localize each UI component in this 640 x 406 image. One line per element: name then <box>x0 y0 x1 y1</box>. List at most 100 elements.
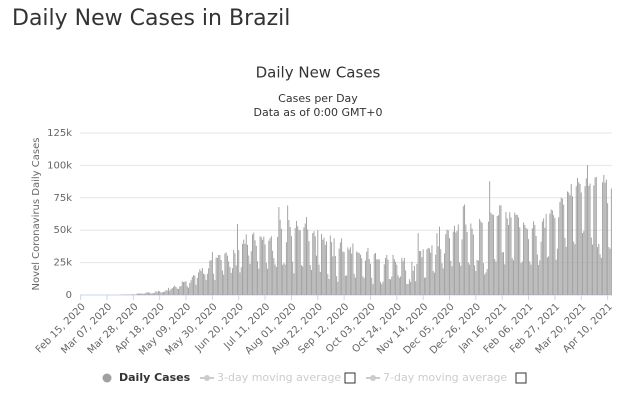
bar <box>467 232 468 295</box>
bar <box>404 258 405 295</box>
bar <box>178 289 179 295</box>
bar <box>255 240 256 295</box>
bar <box>485 273 486 295</box>
bar <box>531 265 532 295</box>
bar <box>611 188 612 295</box>
bar <box>511 217 512 295</box>
bar <box>425 277 426 295</box>
bar <box>207 274 208 295</box>
bar <box>597 247 598 295</box>
bar <box>263 237 264 295</box>
bar <box>389 279 390 295</box>
bar <box>275 265 276 295</box>
bar <box>391 277 392 295</box>
bar <box>396 265 397 295</box>
bar <box>197 278 198 295</box>
bar <box>426 249 427 295</box>
bar <box>349 250 350 295</box>
bar <box>409 279 410 295</box>
bar <box>498 215 499 295</box>
bar <box>553 215 554 295</box>
legend-checkbox[interactable] <box>516 373 526 383</box>
bar <box>503 252 504 295</box>
bar <box>202 268 203 295</box>
bar <box>395 262 396 295</box>
bar <box>201 271 202 295</box>
bar <box>365 260 366 295</box>
bar <box>194 276 195 295</box>
bar <box>512 258 513 295</box>
bar <box>529 261 530 295</box>
page-title: Daily New Cases in Brazil <box>12 6 290 31</box>
bar <box>346 275 347 295</box>
bar <box>145 293 146 295</box>
bar <box>213 274 214 295</box>
bar <box>413 271 414 295</box>
bar <box>582 233 583 295</box>
bar <box>357 252 358 295</box>
bar <box>386 255 387 295</box>
bar <box>470 223 471 295</box>
bar <box>549 214 550 295</box>
bar <box>401 258 402 295</box>
bar <box>236 265 237 295</box>
bar <box>142 293 143 295</box>
bar <box>472 229 473 295</box>
bar <box>502 252 503 295</box>
bar <box>331 242 332 295</box>
bar <box>577 178 578 295</box>
bar <box>442 263 443 295</box>
bar <box>164 292 165 295</box>
bar <box>301 265 302 295</box>
legend-label[interactable]: 7-day moving average <box>383 371 507 384</box>
bar <box>450 261 451 295</box>
bar <box>366 252 367 295</box>
bar <box>567 191 568 295</box>
bar <box>305 224 306 295</box>
bar <box>344 252 345 295</box>
bar <box>347 247 348 295</box>
bar <box>596 177 597 295</box>
bar <box>593 185 594 295</box>
legend-label[interactable]: Daily Cases <box>119 371 191 384</box>
bar <box>429 248 430 295</box>
bar <box>297 226 298 295</box>
bar <box>285 265 286 295</box>
bar <box>534 225 535 295</box>
bar <box>296 221 297 295</box>
bar <box>321 234 322 295</box>
bar <box>592 245 593 295</box>
bar <box>293 273 294 295</box>
bar <box>181 286 182 295</box>
bar <box>242 244 243 295</box>
bar <box>603 175 604 295</box>
bar <box>222 270 223 295</box>
bar <box>410 282 411 295</box>
bar <box>454 226 455 295</box>
bar <box>440 249 441 295</box>
bar <box>370 264 371 295</box>
bar <box>336 276 337 295</box>
bar <box>527 229 528 295</box>
bar <box>227 256 228 295</box>
legend-checkbox[interactable] <box>345 373 355 383</box>
bar <box>459 262 460 295</box>
bar <box>546 214 547 295</box>
bar <box>576 186 577 295</box>
bar <box>499 205 500 295</box>
bar <box>245 244 246 295</box>
bar <box>288 220 289 295</box>
bar <box>421 257 422 295</box>
bar <box>224 253 225 295</box>
y-tick-label: 50k <box>53 225 72 236</box>
bar <box>455 233 456 295</box>
bar <box>469 265 470 295</box>
bar <box>390 279 391 295</box>
legend-label[interactable]: 3-day moving average <box>217 371 341 384</box>
bar <box>411 262 412 295</box>
bar <box>385 258 386 295</box>
bar <box>258 269 259 295</box>
bar <box>312 233 313 295</box>
bar <box>399 278 400 295</box>
